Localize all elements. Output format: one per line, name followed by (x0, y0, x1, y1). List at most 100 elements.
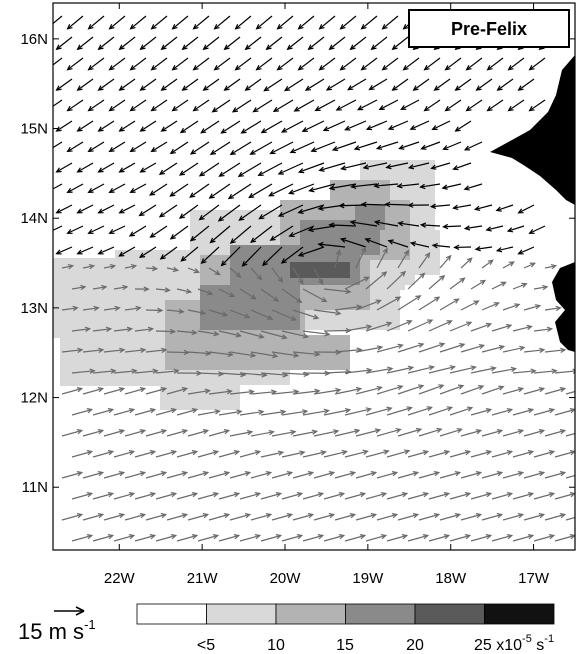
wind-vector-head (138, 252, 146, 258)
wind-vector-head (227, 193, 234, 200)
wind-vector (486, 225, 504, 231)
wind-vector (155, 492, 176, 500)
wind-vector (119, 162, 136, 173)
wind-vector (428, 275, 445, 290)
wind-vector (218, 204, 241, 222)
wind-vector (554, 408, 575, 416)
wind-vector (465, 225, 483, 230)
wind-vector (544, 513, 565, 521)
wind-vector-head (546, 326, 554, 333)
wind-vector-head (47, 24, 52, 29)
wind-vector-head (548, 408, 556, 414)
wind-vector-head (269, 235, 276, 241)
wind-vector (329, 36, 346, 50)
wind-vector (145, 513, 166, 521)
lat-tick-label: 11N (22, 479, 48, 496)
wind-vector (487, 99, 504, 112)
wind-vector-head (344, 407, 352, 414)
wind-vector-head (445, 254, 452, 261)
wind-vector-head (403, 249, 410, 256)
wind-vector (193, 99, 210, 112)
wind-vector-head (220, 128, 227, 134)
wind-vector (281, 246, 304, 264)
wind-vector (418, 428, 442, 437)
wind-vector-head (423, 64, 430, 71)
wind-vector-head (510, 366, 518, 373)
wind-vector-head (538, 513, 546, 519)
wind-vector-head (404, 449, 411, 455)
wind-vector-head (465, 64, 472, 71)
wind-vector (155, 534, 176, 542)
wind-vector-head (66, 105, 73, 112)
wind-vector (386, 534, 407, 542)
wind-vector-head (517, 387, 525, 393)
wind-vector-head (349, 471, 357, 477)
wind-vector-head (373, 219, 381, 226)
wind-vector-head (118, 85, 125, 91)
wind-vector-head (353, 145, 361, 151)
wind-vector-head (340, 165, 347, 171)
wind-vector (491, 450, 512, 458)
wind-vector-head (129, 187, 136, 193)
wind-vector-head (387, 239, 394, 245)
wind-vector-head (485, 322, 493, 328)
wind-vector-head (347, 85, 354, 91)
wind-vector (502, 471, 523, 479)
wind-vector-head (217, 216, 224, 222)
wind-vector (56, 78, 73, 91)
wind-vector-head (397, 384, 404, 391)
wind-vector-head (192, 23, 199, 30)
wind-vector-head (152, 368, 159, 374)
wind-vector-head (464, 450, 472, 456)
wind-vector (344, 408, 371, 416)
wind-vector-head (318, 166, 325, 172)
wind-vector (518, 204, 535, 214)
wind-vector (224, 78, 241, 91)
wind-vector-head (391, 44, 398, 51)
wind-vector-head (160, 44, 167, 51)
wind-vector-head (87, 228, 94, 234)
wind-vector (98, 246, 115, 255)
reference-vector-unit: m s (49, 619, 84, 644)
wind-vector-head (128, 231, 136, 237)
wind-vector-head (211, 107, 218, 113)
wind-vector (497, 78, 514, 91)
wind-vector (134, 370, 158, 374)
wind-vector-head (66, 64, 73, 71)
wind-vector (170, 225, 189, 240)
wind-vector-head (128, 450, 136, 456)
wind-vector (256, 15, 273, 30)
wind-vector-head (260, 128, 267, 134)
wind-vector-head (47, 106, 52, 110)
wind-vector-head (87, 64, 94, 71)
wind-vector (287, 36, 304, 50)
wind-vector-head (207, 290, 214, 296)
wind-vector-head (223, 471, 231, 477)
wind-vector-head (80, 284, 87, 291)
wind-vector-head (98, 347, 105, 353)
wind-vector-head (438, 384, 445, 390)
wind-vector (491, 492, 512, 500)
wind-vector (248, 183, 273, 198)
wind-vector-head (548, 450, 556, 456)
wind-vector (77, 120, 94, 132)
wind-vector (88, 225, 105, 234)
wind-vector (292, 471, 313, 479)
wind-vector (77, 204, 94, 214)
wind-vector-head (387, 366, 394, 372)
wind-vector-head (179, 127, 186, 134)
wind-vector (113, 286, 128, 290)
wind-vector-head (366, 367, 373, 374)
wind-vector-head (169, 328, 177, 335)
wind-vector-head (378, 105, 385, 111)
wind-vector (544, 387, 565, 395)
wind-vector (512, 534, 533, 542)
wind-vector (56, 246, 73, 255)
wind-vector-head (160, 471, 168, 477)
wind-vector (203, 78, 220, 91)
wind-vector (292, 267, 304, 284)
wind-vector-head (191, 408, 199, 414)
wind-vector (176, 534, 197, 542)
wind-vector (134, 492, 155, 500)
wind-vector (523, 429, 544, 437)
